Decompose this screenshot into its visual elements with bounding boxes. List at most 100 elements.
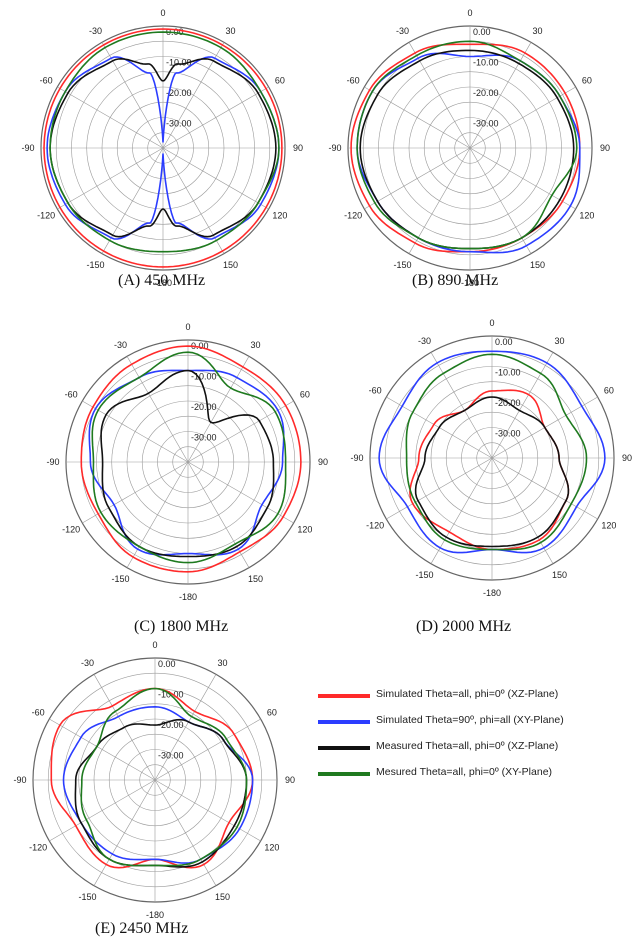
series-trace-sim-xy	[46, 56, 280, 240]
series-trace-meas-xy	[80, 687, 248, 867]
angle-tick-label: 60	[275, 76, 285, 86]
legend-item: Measured Theta=all, phi=0º (XZ-Plane)	[318, 740, 636, 756]
grid-spoke	[364, 86, 471, 149]
grid-spoke	[101, 42, 164, 149]
chart-panel-b: 0 30 60 90 120 150 -180 -150 -120 -90 -60 -30 0.00 -1…	[0, 0, 638, 300]
angle-tick-label: 30	[225, 26, 235, 36]
grid-spoke	[469, 42, 532, 149]
grid-spoke	[162, 42, 225, 149]
legend-label: Mesured Theta=all, phi=0º (XY-Plane)	[376, 766, 553, 778]
radial-tick-label: -30.00	[166, 119, 192, 129]
legend-item: Simulated Theta=90º, phi=all (XY-Plane)	[318, 714, 636, 730]
legend-swatch	[318, 694, 370, 698]
angle-tick-label: -150	[111, 574, 129, 584]
grid-spoke	[408, 42, 471, 149]
grid-spoke	[491, 352, 554, 459]
angle-tick-label: -180	[483, 588, 501, 598]
angle-tick-label: 0	[467, 8, 472, 18]
radial-tick-label: -10.00	[473, 58, 499, 68]
series-trace-meas-xy	[49, 31, 280, 253]
legend-swatch	[318, 746, 370, 750]
radial-tick-label: -20.00	[191, 402, 217, 412]
angle-tick-label: -60	[40, 76, 53, 86]
angle-tick-label: 60	[300, 390, 310, 400]
radial-tick-label: -30.00	[495, 429, 521, 439]
angle-tick-label: -120	[344, 211, 362, 221]
angle-tick-label: -90	[13, 775, 26, 785]
radial-tick-label: 0.00	[191, 341, 209, 351]
grid-spoke	[154, 718, 261, 781]
angle-tick-label: -90	[328, 143, 341, 153]
grid-spoke	[49, 718, 156, 781]
chart-panel-c: 0 30 60 90 120 150 -180 -150 -120 -90 -60 -30 0.00 -1…	[46, 322, 328, 602]
radial-tick-label: -20.00	[473, 88, 499, 98]
grid-spoke	[187, 400, 294, 463]
radial-tick-label: -20.00	[158, 720, 184, 730]
grid-spoke	[187, 461, 294, 524]
angle-tick-label: -180	[154, 278, 172, 288]
angle-tick-label: 30	[554, 336, 564, 346]
grid-spoke	[126, 356, 189, 463]
legend-swatch	[318, 720, 370, 724]
series-trace-meas-xz	[414, 396, 570, 548]
chart-panel-a: 0 30 60 90 120 150 -180 -150 -120 -90 -60 -30 0.00 -1…	[0, 0, 320, 300]
angle-tick-label: 60	[267, 708, 277, 718]
angle-tick-label: 120	[601, 521, 616, 531]
radial-tick-label: -10.00	[191, 372, 217, 382]
radial-tick-label: -20.00	[166, 88, 192, 98]
angle-tick-label: -30	[418, 336, 431, 346]
grid-spoke	[126, 461, 189, 568]
grid-spoke	[491, 457, 554, 564]
grid-spoke	[469, 147, 532, 254]
angle-tick-label: 90	[318, 457, 328, 467]
grid-spoke	[469, 86, 576, 149]
radial-tick-label: -30.00	[191, 433, 217, 443]
angle-tick-label: 120	[579, 211, 594, 221]
angle-tick-label: -30	[114, 340, 127, 350]
angle-tick-label: 90	[293, 143, 303, 153]
grid-spoke	[154, 779, 261, 842]
angle-tick-label: 120	[272, 211, 287, 221]
angle-tick-label: -120	[37, 211, 55, 221]
grid-spoke	[469, 147, 576, 210]
angle-tick-label: -180	[146, 910, 164, 920]
angle-tick-label: -60	[65, 390, 78, 400]
legend-label: Simulated Theta=all, phi=0º (XZ-Plane)	[376, 688, 559, 700]
grid-spoke	[154, 779, 217, 886]
angle-tick-label: 0	[489, 318, 494, 328]
polar-chart-c: 0 30 60 90 120 150 -180 -150 -120 -90 -60 -30 0.00 -1…	[46, 322, 328, 602]
grid-spoke	[430, 352, 493, 459]
polar-chart-b: 0 30 60 90 120 150 -180 -150 -120 -90 -60 -30 0.00 -1…	[328, 8, 610, 288]
radial-tick-label: -30.00	[158, 751, 184, 761]
angle-tick-label: -30	[89, 26, 102, 36]
angle-tick-label: 30	[532, 26, 542, 36]
angle-tick-label: 60	[582, 76, 592, 86]
grid-spoke	[187, 461, 250, 568]
grid-spoke	[187, 356, 250, 463]
radial-tick-label: -30.00	[473, 119, 499, 129]
grid-spoke	[82, 400, 189, 463]
grid-spoke	[364, 147, 471, 210]
grid-spoke	[57, 86, 164, 149]
angle-tick-label: -150	[393, 260, 411, 270]
series-trace-sim-xz	[80, 345, 302, 573]
angle-tick-label: 150	[223, 260, 238, 270]
angle-tick-label: 120	[297, 525, 312, 535]
angle-tick-label: 0	[152, 640, 157, 650]
grid-spoke	[162, 86, 269, 149]
angle-tick-label: -150	[415, 570, 433, 580]
caption-d: (D) 2000 MHz	[416, 618, 512, 635]
grid-spoke	[386, 457, 493, 520]
grid-spoke	[162, 147, 225, 254]
legend-swatch	[318, 772, 370, 776]
angle-tick-label: 90	[622, 453, 632, 463]
grid-spoke	[101, 147, 164, 254]
angle-tick-label: -180	[179, 592, 197, 602]
series-trace-sim-xy	[88, 369, 285, 556]
radial-tick-label: 0.00	[473, 27, 491, 37]
angle-tick-label: -30	[396, 26, 409, 36]
angle-tick-label: 150	[248, 574, 263, 584]
caption-c: (C) 1800 MHz	[134, 618, 229, 635]
grid-spoke	[82, 461, 189, 524]
